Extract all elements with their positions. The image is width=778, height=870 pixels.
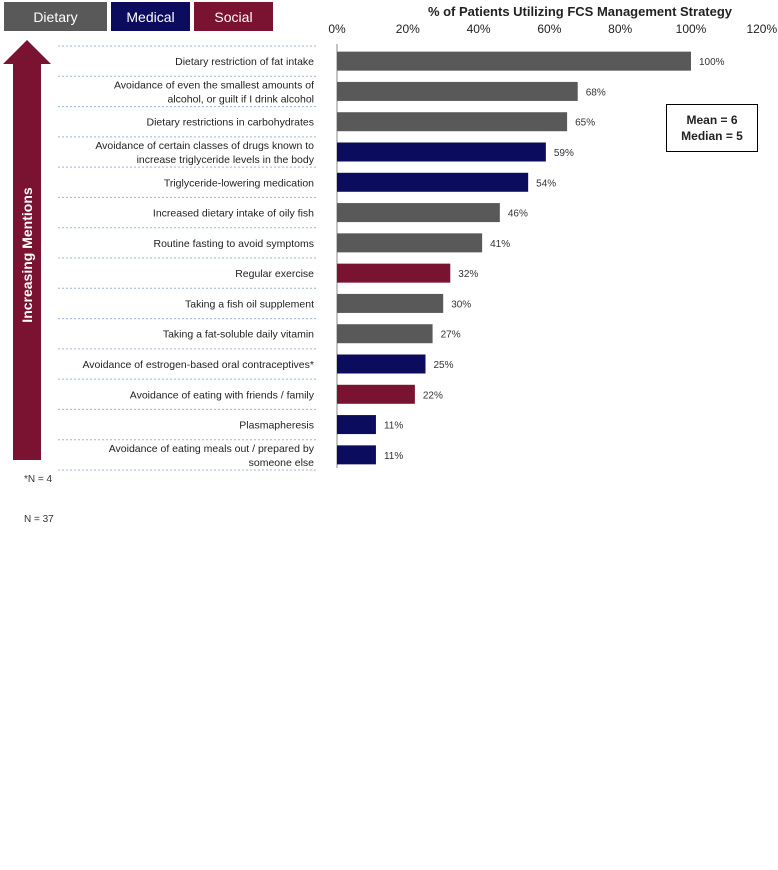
bar-value-label: 100% [699, 57, 725, 68]
bar-value-label: 22% [423, 390, 443, 401]
bar [337, 354, 426, 374]
bar [337, 263, 451, 283]
legend: Dietary Medical Social [4, 2, 273, 31]
legend-item-medical: Medical [111, 2, 190, 31]
stats-mean: Mean = 6 [686, 113, 738, 127]
category-label: Dietary restrictions in carbohydrates [147, 117, 314, 129]
bar [337, 142, 546, 162]
bar [337, 445, 376, 465]
category-label: Triglyceride-lowering medication [164, 177, 314, 189]
chart-title: % of Patients Utilizing FCS Management S… [428, 4, 733, 19]
category-label: Plasmapheresis [239, 420, 314, 432]
bar [337, 112, 568, 132]
x-tick-label: 100% [676, 22, 707, 36]
bar [337, 51, 691, 71]
x-tick-label: 60% [537, 22, 561, 36]
bar [337, 324, 433, 344]
bar-value-label: 41% [490, 239, 510, 250]
legend-item-dietary: Dietary [4, 2, 107, 31]
bar-value-label: 11% [384, 451, 403, 462]
bar [337, 293, 444, 313]
category-label: Avoidance of eating meals out / prepared… [109, 443, 315, 455]
bar [337, 384, 415, 404]
category-label: Increased dietary intake of oily fish [153, 208, 314, 220]
category-label: Dietary restriction of fat intake [175, 56, 314, 68]
category-label: Taking a fish oil supplement [185, 298, 314, 310]
category-label: Avoidance of certain classes of drugs kn… [95, 140, 314, 152]
bar-value-label: 54% [536, 178, 556, 189]
category-label: alcohol, or guilt if I drink alcohol [168, 93, 315, 105]
bar-value-label: 27% [441, 330, 461, 341]
x-tick-label: 0% [328, 22, 346, 36]
bar [337, 233, 483, 253]
bar [337, 81, 578, 101]
footnote: *N = 4 [24, 474, 53, 485]
x-tick-label: 120% [746, 22, 777, 36]
x-tick-label: 80% [608, 22, 632, 36]
bar-value-label: 65% [575, 118, 595, 129]
bar-value-label: 11% [384, 421, 403, 432]
category-label: Avoidance of estrogen-based oral contrac… [82, 359, 314, 371]
bar-chart: % of Patients Utilizing FCS Management S… [58, 4, 777, 471]
bar [337, 172, 529, 192]
category-label: Avoidance of eating with friends / famil… [130, 389, 315, 401]
bar [337, 415, 376, 435]
category-label: someone else [249, 457, 315, 469]
arrow-shape [3, 40, 51, 460]
bar-value-label: 25% [434, 360, 454, 371]
category-label: Avoidance of even the smallest amounts o… [114, 79, 314, 91]
x-tick-label: 20% [396, 22, 420, 36]
category-label: Regular exercise [235, 268, 314, 280]
increasing-mentions-arrow [3, 40, 51, 460]
bar-value-label: 32% [458, 269, 478, 280]
category-label: Taking a fat-soluble daily vitamin [163, 329, 314, 341]
bar-value-label: 30% [451, 299, 471, 310]
category-label: Routine fasting to avoid symptoms [154, 238, 315, 250]
bar-value-label: 68% [586, 87, 606, 98]
stats-median: Median = 5 [681, 129, 743, 143]
bar [337, 203, 500, 223]
legend-item-social: Social [194, 2, 273, 31]
bar-value-label: 46% [508, 209, 528, 220]
bar-value-label: 59% [554, 148, 574, 159]
stats-box: Mean = 6 Median = 5 [666, 104, 758, 152]
sample-size: N = 37 [24, 514, 54, 525]
x-tick-label: 40% [467, 22, 491, 36]
category-label: increase triglyceride levels in the body [137, 154, 315, 166]
